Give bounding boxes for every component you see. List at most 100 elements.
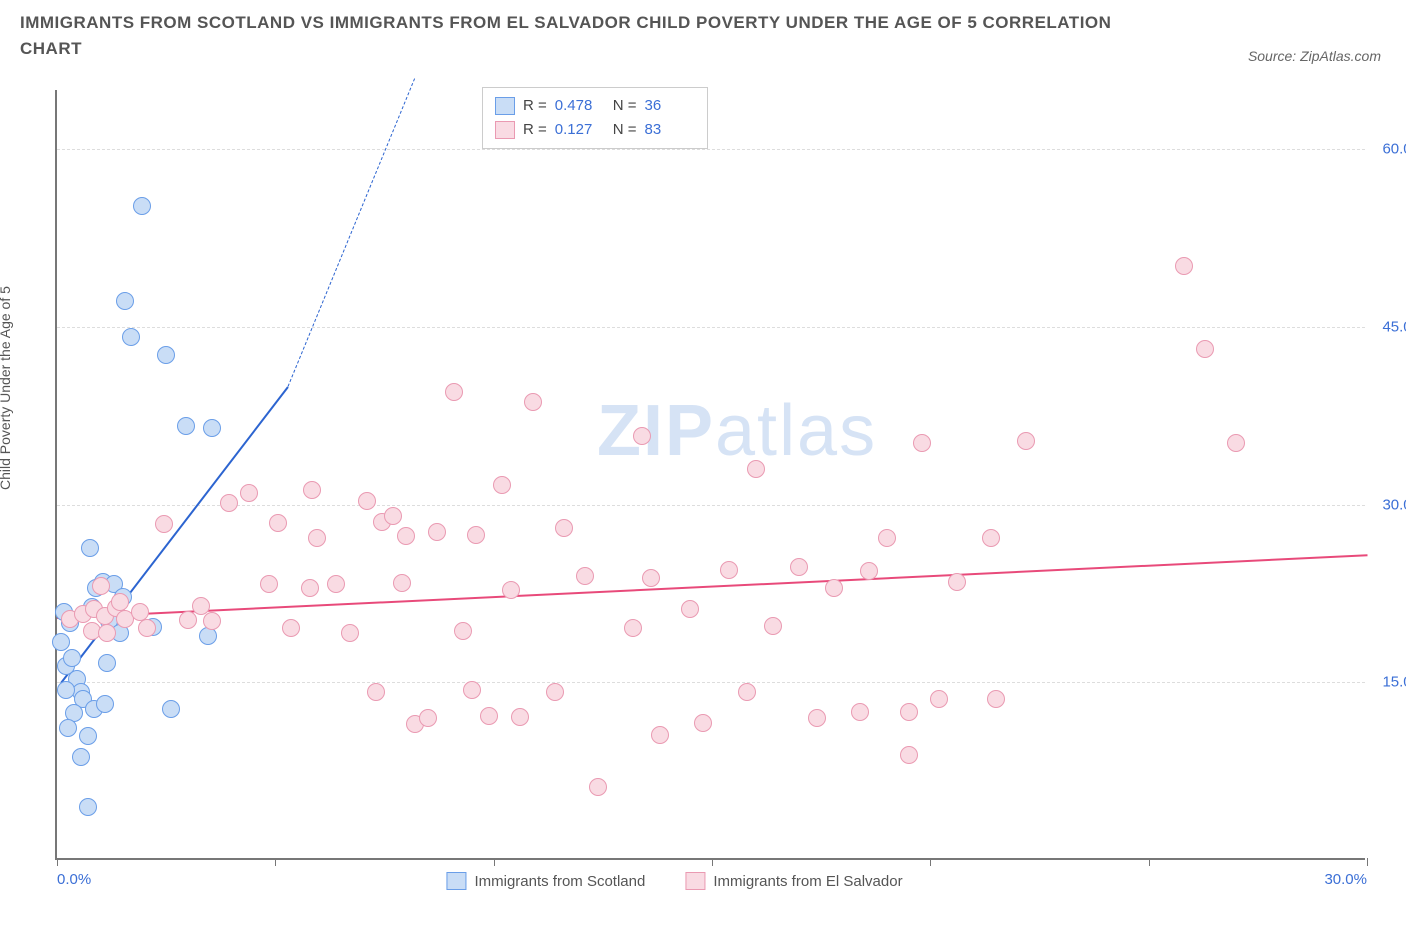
data-point <box>808 709 826 727</box>
data-point <box>177 417 195 435</box>
data-point <box>162 700 180 718</box>
data-point <box>96 695 114 713</box>
data-point <box>419 709 437 727</box>
gridline <box>57 505 1365 506</box>
data-point <box>511 708 529 726</box>
data-point <box>825 579 843 597</box>
legend-swatch <box>446 872 466 890</box>
legend-label: Immigrants from El Salvador <box>713 873 902 890</box>
watermark-light: atlas <box>715 391 877 471</box>
data-point <box>393 574 411 592</box>
data-point <box>341 624 359 642</box>
data-point <box>301 579 319 597</box>
data-point <box>98 624 116 642</box>
legend-stats-box: R =0.478N =36R =0.127N =83 <box>482 87 708 149</box>
data-point <box>642 569 660 587</box>
data-point <box>1017 432 1035 450</box>
data-point <box>133 197 151 215</box>
legend-label: Immigrants from Scotland <box>474 873 645 890</box>
data-point <box>384 507 402 525</box>
r-label: R = <box>523 118 547 142</box>
x-tick-label: 0.0% <box>57 871 91 888</box>
data-point <box>982 529 1000 547</box>
data-point <box>546 683 564 701</box>
data-point <box>493 476 511 494</box>
chart-container: Child Poverty Under the Age of 5 ZIPatla… <box>10 90 1396 900</box>
data-point <box>747 460 765 478</box>
watermark-bold: ZIP <box>597 391 715 471</box>
data-point <box>63 649 81 667</box>
data-point <box>282 619 300 637</box>
y-axis-label: Child Poverty Under the Age of 5 <box>0 286 13 490</box>
data-point <box>576 567 594 585</box>
r-value: 0.478 <box>555 94 605 118</box>
x-tick <box>57 858 58 866</box>
trend-line <box>57 554 1367 619</box>
data-point <box>116 292 134 310</box>
y-tick-label: 15.0% <box>1382 674 1406 691</box>
data-point <box>138 619 156 637</box>
data-point <box>589 778 607 796</box>
data-point <box>57 681 75 699</box>
data-point <box>131 603 149 621</box>
chart-header: IMMIGRANTS FROM SCOTLAND VS IMMIGRANTS F… <box>0 0 1406 61</box>
n-label: N = <box>613 94 637 118</box>
gridline <box>57 149 1365 150</box>
data-point <box>694 714 712 732</box>
y-tick-label: 30.0% <box>1382 496 1406 513</box>
data-point <box>72 748 90 766</box>
data-point <box>59 719 77 737</box>
data-point <box>203 612 221 630</box>
data-point <box>948 573 966 591</box>
x-tick <box>1367 858 1368 866</box>
data-point <box>463 681 481 699</box>
r-label: R = <box>523 94 547 118</box>
x-tick <box>1149 858 1150 866</box>
data-point <box>651 726 669 744</box>
data-point <box>900 746 918 764</box>
data-point <box>199 627 217 645</box>
legend-swatch <box>495 97 515 115</box>
data-point <box>738 683 756 701</box>
plot-area: ZIPatlas R =0.478N =36R =0.127N =83 Immi… <box>55 90 1365 860</box>
data-point <box>98 654 116 672</box>
data-point <box>860 562 878 580</box>
y-tick-label: 45.0% <box>1382 318 1406 335</box>
data-point <box>1196 340 1214 358</box>
data-point <box>1227 434 1245 452</box>
data-point <box>851 703 869 721</box>
data-point <box>157 346 175 364</box>
data-point <box>79 727 97 745</box>
data-point <box>930 690 948 708</box>
title-line2: CHART <box>20 39 82 58</box>
data-point <box>900 703 918 721</box>
data-point <box>220 494 238 512</box>
data-point <box>260 575 278 593</box>
gridline <box>57 327 1365 328</box>
data-point <box>555 519 573 537</box>
data-point <box>913 434 931 452</box>
trend-line <box>61 387 290 684</box>
data-point <box>720 561 738 579</box>
data-point <box>480 707 498 725</box>
data-point <box>454 622 472 640</box>
r-value: 0.127 <box>555 118 605 142</box>
data-point <box>269 514 287 532</box>
data-point <box>790 558 808 576</box>
data-point <box>428 523 446 541</box>
data-point <box>367 683 385 701</box>
data-point <box>1175 257 1193 275</box>
bottom-legend: Immigrants from Scotland Immigrants from … <box>446 872 902 890</box>
legend-stats-row: R =0.478N =36 <box>495 94 695 118</box>
data-point <box>681 600 699 618</box>
x-tick <box>712 858 713 866</box>
n-label: N = <box>613 118 637 142</box>
data-point <box>92 577 110 595</box>
data-point <box>81 539 99 557</box>
data-point <box>308 529 326 547</box>
data-point <box>764 617 782 635</box>
x-tick <box>930 858 931 866</box>
data-point <box>633 427 651 445</box>
data-point <box>122 328 140 346</box>
data-point <box>240 484 258 502</box>
